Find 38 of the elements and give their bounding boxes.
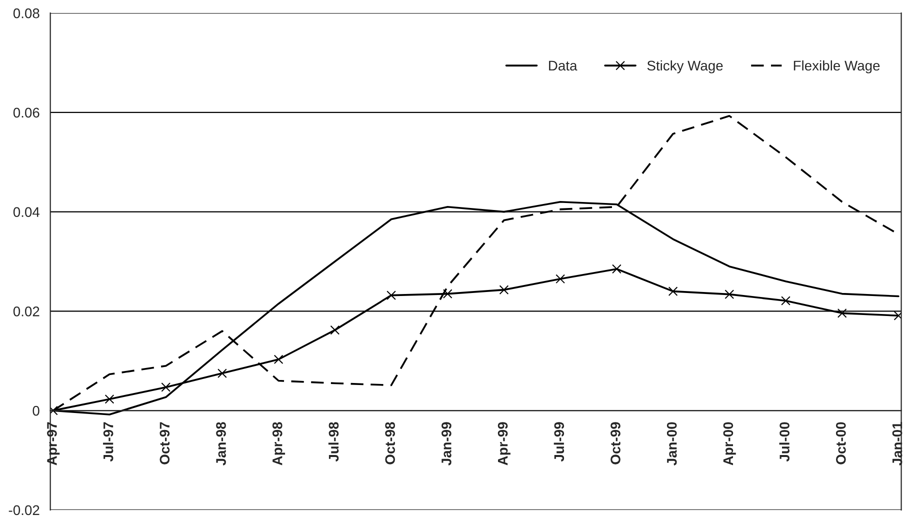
point <box>161 382 171 392</box>
legend-label: Sticky Wage <box>647 60 723 74</box>
legend-label: Flexible Wage <box>794 60 880 74</box>
y-tick-label: 0.04 <box>13 207 40 217</box>
point <box>104 394 114 404</box>
x-tick-label: Apr-99 <box>498 422 510 466</box>
point <box>274 354 284 364</box>
legend-label: Data <box>549 60 578 71</box>
y-tick-label: 0.08 <box>13 8 40 18</box>
x-tick-label: Jul-98 <box>328 422 339 462</box>
x-tick-label: Apr-98 <box>272 422 286 466</box>
y-tick-label: -0.02 <box>8 505 40 516</box>
point <box>612 264 622 274</box>
point <box>442 289 452 298</box>
y-tick-label: 0 <box>32 406 40 416</box>
point <box>218 368 227 378</box>
x-tick-label: Jul-00 <box>779 422 790 462</box>
x-tick-label: Jan-99 <box>442 422 452 466</box>
point <box>724 290 734 299</box>
point <box>556 274 566 284</box>
x-tick-label: Jul-99 <box>554 422 564 462</box>
x-tick-label: Jan-00 <box>666 422 677 466</box>
y-tick-label: 0.06 <box>13 108 40 118</box>
point <box>386 290 396 300</box>
x-tick-label: Oct-99 <box>610 422 620 464</box>
point <box>50 406 58 416</box>
x-tick-label: Oct-98 <box>385 422 395 464</box>
x-tick-label: Apr-00 <box>723 422 736 466</box>
point <box>781 296 790 306</box>
point <box>837 308 847 318</box>
x-tick-label: Jul-97 <box>103 422 114 462</box>
x-tick-label: Jan-98 <box>216 422 226 466</box>
x-tick-label: Oct-00 <box>836 422 846 464</box>
x-tick-label: Oct-97 <box>160 422 170 464</box>
y-tick-label: 0.02 <box>13 306 40 316</box>
point <box>499 285 509 295</box>
point <box>668 286 678 296</box>
point <box>330 325 340 335</box>
